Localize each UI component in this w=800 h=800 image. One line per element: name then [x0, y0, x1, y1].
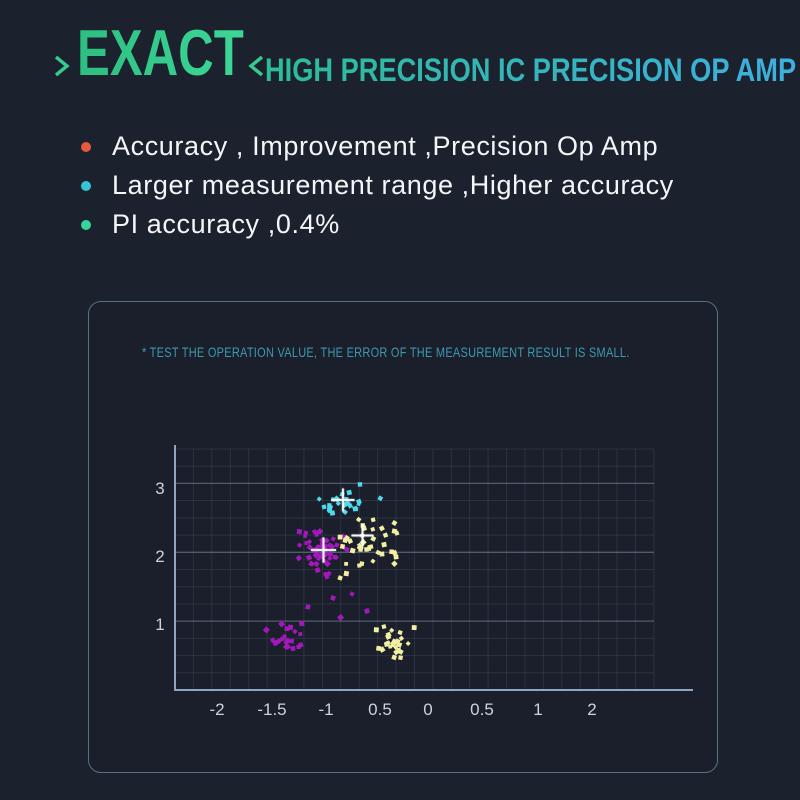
- svg-text:1: 1: [155, 615, 164, 634]
- svg-text:2: 2: [155, 547, 164, 566]
- svg-text:0: 0: [423, 700, 432, 719]
- svg-text:0.5: 0.5: [470, 700, 494, 719]
- svg-text:2: 2: [587, 700, 596, 719]
- svg-text:-1: -1: [318, 700, 333, 719]
- svg-text:-1.5: -1.5: [257, 700, 286, 719]
- svg-text:3: 3: [155, 479, 164, 498]
- svg-text:-2: -2: [209, 700, 224, 719]
- svg-text:0.5: 0.5: [368, 700, 392, 719]
- svg-text:1: 1: [533, 700, 542, 719]
